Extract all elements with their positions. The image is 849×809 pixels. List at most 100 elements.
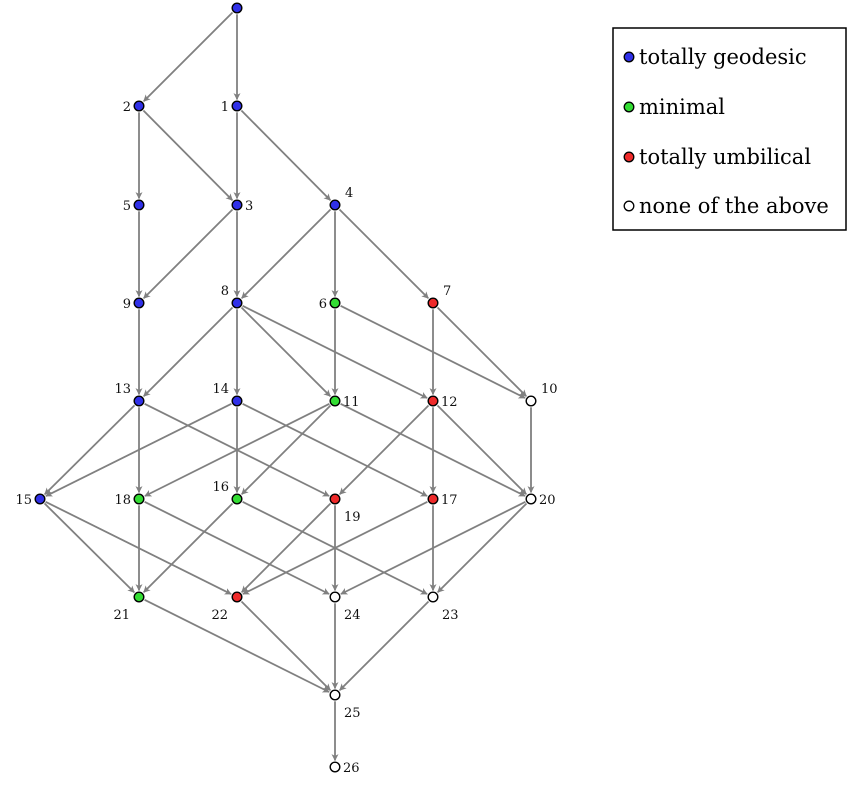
edge-11-to-18: [144, 402, 330, 497]
edge-3-to-9: [143, 208, 234, 299]
edge-12-to-19: [339, 404, 430, 495]
node-21: 21: [113, 591, 145, 623]
node-marker-9: [133, 297, 145, 309]
node-marker-22: [231, 591, 243, 603]
node-marker-21: [133, 591, 145, 603]
edge-21-to-25: [144, 598, 330, 693]
node-25: 25: [329, 689, 361, 721]
edge-12-to-20: [436, 404, 527, 495]
node-label-15: 15: [15, 493, 32, 508]
node-label-2: 2: [123, 100, 131, 115]
node-marker-16: [231, 493, 243, 505]
legend-label-totally-geodesic: totally geodesic: [639, 45, 807, 69]
node-15: 15: [15, 493, 46, 508]
node-label-13: 13: [114, 382, 131, 397]
node-label-1: 1: [221, 100, 229, 115]
edge-7-to-10: [436, 306, 527, 397]
legend-label-minimal: minimal: [639, 95, 725, 119]
node-2: 2: [123, 100, 145, 115]
node-marker-5: [133, 199, 145, 211]
legend-item-minimal: minimal: [623, 95, 725, 119]
node-label-5: 5: [123, 199, 131, 214]
node-marker-11: [329, 395, 341, 407]
edge-19-to-22: [241, 502, 332, 593]
node-label-4: 4: [345, 186, 353, 201]
legend-label-totally-umbilical: totally umbilical: [639, 145, 811, 169]
node-label-21: 21: [113, 608, 130, 623]
node-label-8: 8: [221, 284, 229, 299]
edge-23-to-25: [339, 600, 430, 691]
node-19: 19: [329, 493, 361, 525]
legend-item-totally-geodesic: totally geodesic: [623, 45, 807, 69]
node-label-0: 0: [247, 0, 255, 4]
edges-layer: [43, 11, 535, 762]
node-6: 6: [319, 297, 341, 312]
node-10: 10: [525, 382, 558, 407]
node-20: 20: [525, 493, 556, 508]
node-marker-10: [525, 395, 537, 407]
edge-13-to-15: [44, 404, 136, 496]
node-label-24: 24: [344, 608, 361, 623]
legend-item-totally-umbilical: totally umbilical: [623, 145, 811, 169]
node-marker-15: [34, 493, 46, 505]
edge-8-to-13: [143, 306, 234, 397]
edge-20-to-23: [437, 502, 528, 593]
node-23: 23: [427, 591, 459, 623]
node-7: 7: [427, 284, 451, 309]
node-label-6: 6: [319, 297, 327, 312]
node-marker-4: [329, 199, 341, 211]
node-label-18: 18: [114, 493, 131, 508]
node-label-22: 22: [211, 608, 228, 623]
legend-item-none-of-the-above: none of the above: [623, 194, 829, 218]
node-marker-12: [427, 395, 439, 407]
legend-swatch-blue: [623, 51, 635, 63]
node-16: 16: [212, 480, 243, 505]
edge-2-to-3: [142, 109, 234, 201]
edge-0-to-2: [143, 11, 234, 102]
legend-box: [612, 27, 847, 231]
node-marker-8: [231, 297, 243, 309]
node-3: 3: [231, 199, 253, 214]
node-marker-13: [133, 395, 145, 407]
node-11: 11: [329, 395, 360, 410]
node-18: 18: [114, 493, 145, 508]
node-label-23: 23: [442, 608, 459, 623]
node-label-25: 25: [344, 706, 361, 721]
node-label-11: 11: [343, 395, 360, 410]
node-marker-20: [525, 493, 537, 505]
edge-17-to-22: [242, 500, 428, 595]
nodes-layer: 0123456789101112131415161718192021222324…: [15, 0, 557, 776]
node-marker-18: [133, 493, 145, 505]
edge-16-to-21: [143, 502, 234, 593]
node-marker-24: [329, 591, 341, 603]
node-0: 0: [231, 0, 255, 14]
node-marker-23: [427, 591, 439, 603]
node-26: 26: [329, 761, 360, 776]
edge-18-to-24: [144, 500, 330, 595]
node-9: 9: [123, 297, 145, 312]
node-5: 5: [123, 199, 145, 214]
node-label-12: 12: [441, 395, 458, 410]
node-marker-14: [231, 395, 243, 407]
node-22: 22: [211, 591, 243, 623]
node-label-16: 16: [212, 480, 229, 495]
node-label-19: 19: [344, 510, 361, 525]
legend: totally geodesic minimal totally umbilic…: [612, 27, 847, 231]
node-marker-3: [231, 199, 243, 211]
edge-22-to-25: [240, 600, 331, 691]
node-marker-7: [427, 297, 439, 309]
node-label-7: 7: [443, 284, 451, 299]
edge-14-to-15: [45, 402, 232, 497]
edge-1-to-4: [240, 109, 332, 201]
edge-15-to-21: [43, 502, 135, 594]
node-label-3: 3: [245, 199, 253, 214]
edge-14-to-17: [242, 402, 428, 497]
node-marker-0: [231, 2, 243, 14]
node-24: 24: [329, 591, 361, 623]
node-marker-19: [329, 493, 341, 505]
node-13: 13: [114, 382, 145, 407]
legend-swatch-white: [623, 200, 635, 212]
node-17: 17: [427, 493, 458, 508]
node-label-26: 26: [343, 761, 360, 776]
